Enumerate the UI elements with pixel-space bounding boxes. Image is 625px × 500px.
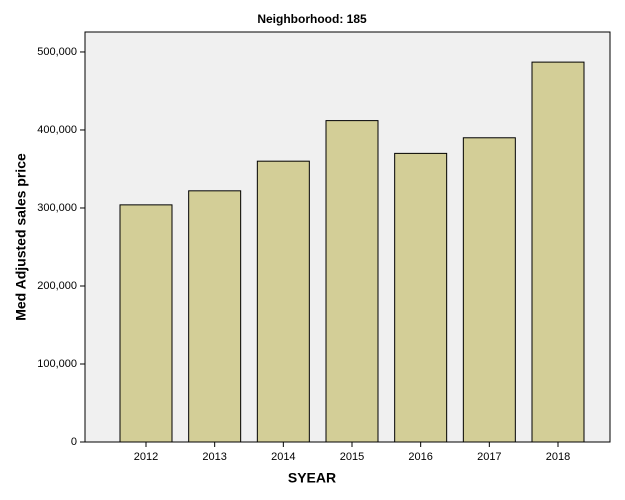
y-tick-label: 400,000 bbox=[37, 124, 77, 136]
x-tick-label: 2018 bbox=[546, 451, 570, 463]
x-tick-label: 2014 bbox=[271, 451, 295, 463]
y-tick-label: 300,000 bbox=[37, 202, 77, 214]
bar bbox=[256, 160, 310, 443]
y-tick-label: 500,000 bbox=[37, 46, 77, 58]
bar bbox=[119, 204, 173, 443]
bar bbox=[394, 152, 448, 443]
x-tick-label: 2015 bbox=[340, 451, 364, 463]
bar bbox=[531, 61, 585, 443]
bar bbox=[325, 120, 379, 443]
x-tick-label: 2012 bbox=[134, 451, 158, 463]
bar bbox=[188, 190, 242, 443]
y-axis-label: Med Adjusted sales price bbox=[13, 153, 29, 321]
x-tick-label: 2016 bbox=[408, 451, 432, 463]
y-tick-label: 100,000 bbox=[37, 358, 77, 370]
y-tick-label: 0 bbox=[71, 436, 77, 448]
chart-title: Neighborhood: 185 bbox=[257, 12, 367, 26]
bar bbox=[462, 137, 516, 443]
x-tick-label: 2017 bbox=[477, 451, 501, 463]
y-tick-label: 200,000 bbox=[37, 280, 77, 292]
x-tick-label: 2013 bbox=[202, 451, 226, 463]
x-axis-label: SYEAR bbox=[288, 470, 336, 486]
